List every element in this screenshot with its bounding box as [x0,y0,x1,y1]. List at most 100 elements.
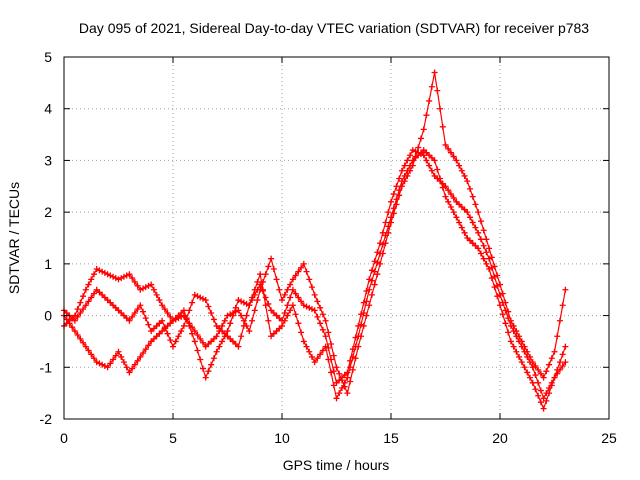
data-point [145,321,152,328]
data-point [140,285,147,292]
data-point [398,167,405,174]
data-point [526,353,533,360]
data-point [396,192,403,199]
data-point [518,359,525,366]
data-point [194,331,201,338]
data-point [385,223,392,230]
data-point [134,357,141,364]
data-point [450,194,457,201]
data-point [66,320,73,327]
data-point [137,286,144,293]
data-point [385,209,392,216]
data-point [284,286,291,293]
data-point [276,286,283,293]
data-point [543,368,550,375]
data-point [330,352,337,359]
data-point [453,214,460,221]
data-point [559,302,566,309]
data-point [491,284,498,291]
data-point [497,281,503,288]
data-point [186,307,193,314]
data-point [295,268,302,275]
data-point [415,144,422,151]
data-point [374,249,381,256]
data-point [265,300,272,307]
data-point [434,87,441,94]
data-point [382,219,389,226]
data-point [412,148,419,155]
data-point [311,359,318,366]
data-point [330,368,337,375]
data-point [374,259,381,266]
data-point [319,326,326,333]
data-point [164,309,171,316]
data-point [300,302,307,309]
data-point [232,304,239,311]
data-point [208,361,215,368]
data-point [229,312,236,319]
data-point [317,351,324,358]
data-point [180,307,187,314]
data-point [352,343,359,350]
data-point [483,236,490,243]
data-point [289,276,296,283]
data-point [548,355,555,362]
data-point [371,281,378,288]
data-point [333,395,340,402]
data-point [246,302,253,309]
data-point [524,369,531,376]
y-tick-label: 2 [44,204,52,220]
data-point [445,198,452,205]
data-point [382,232,389,239]
data-point [404,167,411,174]
data-point [368,291,375,298]
data-point [268,255,275,262]
axis-layer: 0 5 10 15 20 25 -2 -1 0 1 2 3 4 5 [40,49,617,446]
data-point [104,271,111,278]
data-point [355,322,362,329]
data-point [129,313,136,320]
data-point [488,254,495,261]
data-point [80,306,87,313]
data-point [82,343,89,350]
data-point [368,277,375,284]
data-point [208,309,215,316]
data-point [447,203,454,210]
data-point [314,313,321,320]
data-point [131,361,138,368]
data-point [388,214,394,221]
data-point [483,260,490,267]
data-point [450,209,457,216]
data-point [238,312,245,319]
x-tick-label: 10 [274,430,290,446]
data-point [507,338,514,345]
x-tick-label: 5 [169,430,177,446]
data-point [390,205,397,212]
data-point [107,360,114,367]
data-point [439,123,446,130]
data-point [265,317,272,324]
data-point [548,382,555,389]
data-point [303,303,310,310]
data-point [526,374,533,381]
data-point [488,264,495,271]
data-point [186,322,193,329]
data-point [303,268,310,275]
data-point [379,241,386,248]
data-point [183,315,190,322]
data-point [131,309,138,316]
data-point [494,282,501,289]
data-point [289,286,296,293]
data-point [442,183,449,190]
data-point [358,311,365,318]
data-point [292,311,299,318]
data-point [537,399,544,406]
data-point [382,240,389,247]
data-point [281,291,288,298]
data-point [159,302,166,309]
data-point [140,350,147,357]
data-point [74,313,81,320]
data-point [330,382,337,389]
data-point [308,306,315,313]
